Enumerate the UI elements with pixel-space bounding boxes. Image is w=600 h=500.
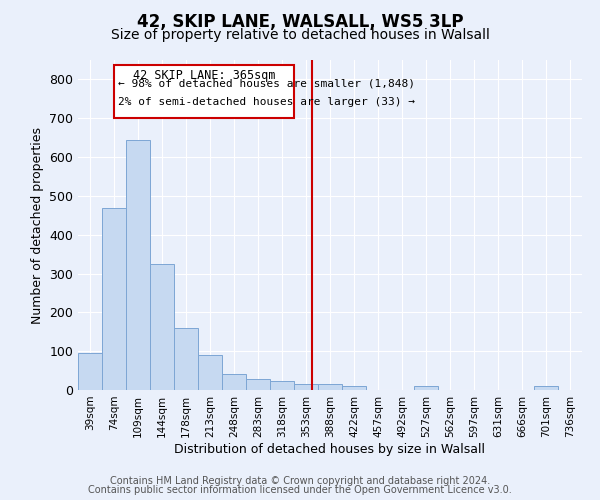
Bar xyxy=(246,379,270,390)
Bar xyxy=(534,386,558,390)
Text: Contains HM Land Registry data © Crown copyright and database right 2024.: Contains HM Land Registry data © Crown c… xyxy=(110,476,490,486)
X-axis label: Distribution of detached houses by size in Walsall: Distribution of detached houses by size … xyxy=(175,442,485,456)
Bar xyxy=(102,208,126,390)
Bar xyxy=(150,264,174,390)
Bar xyxy=(174,328,198,390)
Text: Contains public sector information licensed under the Open Government Licence v3: Contains public sector information licen… xyxy=(88,485,512,495)
Bar xyxy=(270,382,294,390)
FancyBboxPatch shape xyxy=(114,64,294,118)
Bar xyxy=(414,386,438,390)
Bar xyxy=(78,353,102,390)
Text: ← 98% of detached houses are smaller (1,848): ← 98% of detached houses are smaller (1,… xyxy=(118,78,415,88)
Bar xyxy=(318,384,342,390)
Y-axis label: Number of detached properties: Number of detached properties xyxy=(31,126,44,324)
Bar xyxy=(198,355,222,390)
Bar xyxy=(294,384,318,390)
Text: 42 SKIP LANE: 365sqm: 42 SKIP LANE: 365sqm xyxy=(133,68,275,82)
Bar xyxy=(222,374,246,390)
Text: 2% of semi-detached houses are larger (33) →: 2% of semi-detached houses are larger (3… xyxy=(118,97,415,107)
Text: 42, SKIP LANE, WALSALL, WS5 3LP: 42, SKIP LANE, WALSALL, WS5 3LP xyxy=(137,12,463,30)
Bar xyxy=(342,386,366,390)
Text: Size of property relative to detached houses in Walsall: Size of property relative to detached ho… xyxy=(110,28,490,42)
Bar xyxy=(126,140,150,390)
